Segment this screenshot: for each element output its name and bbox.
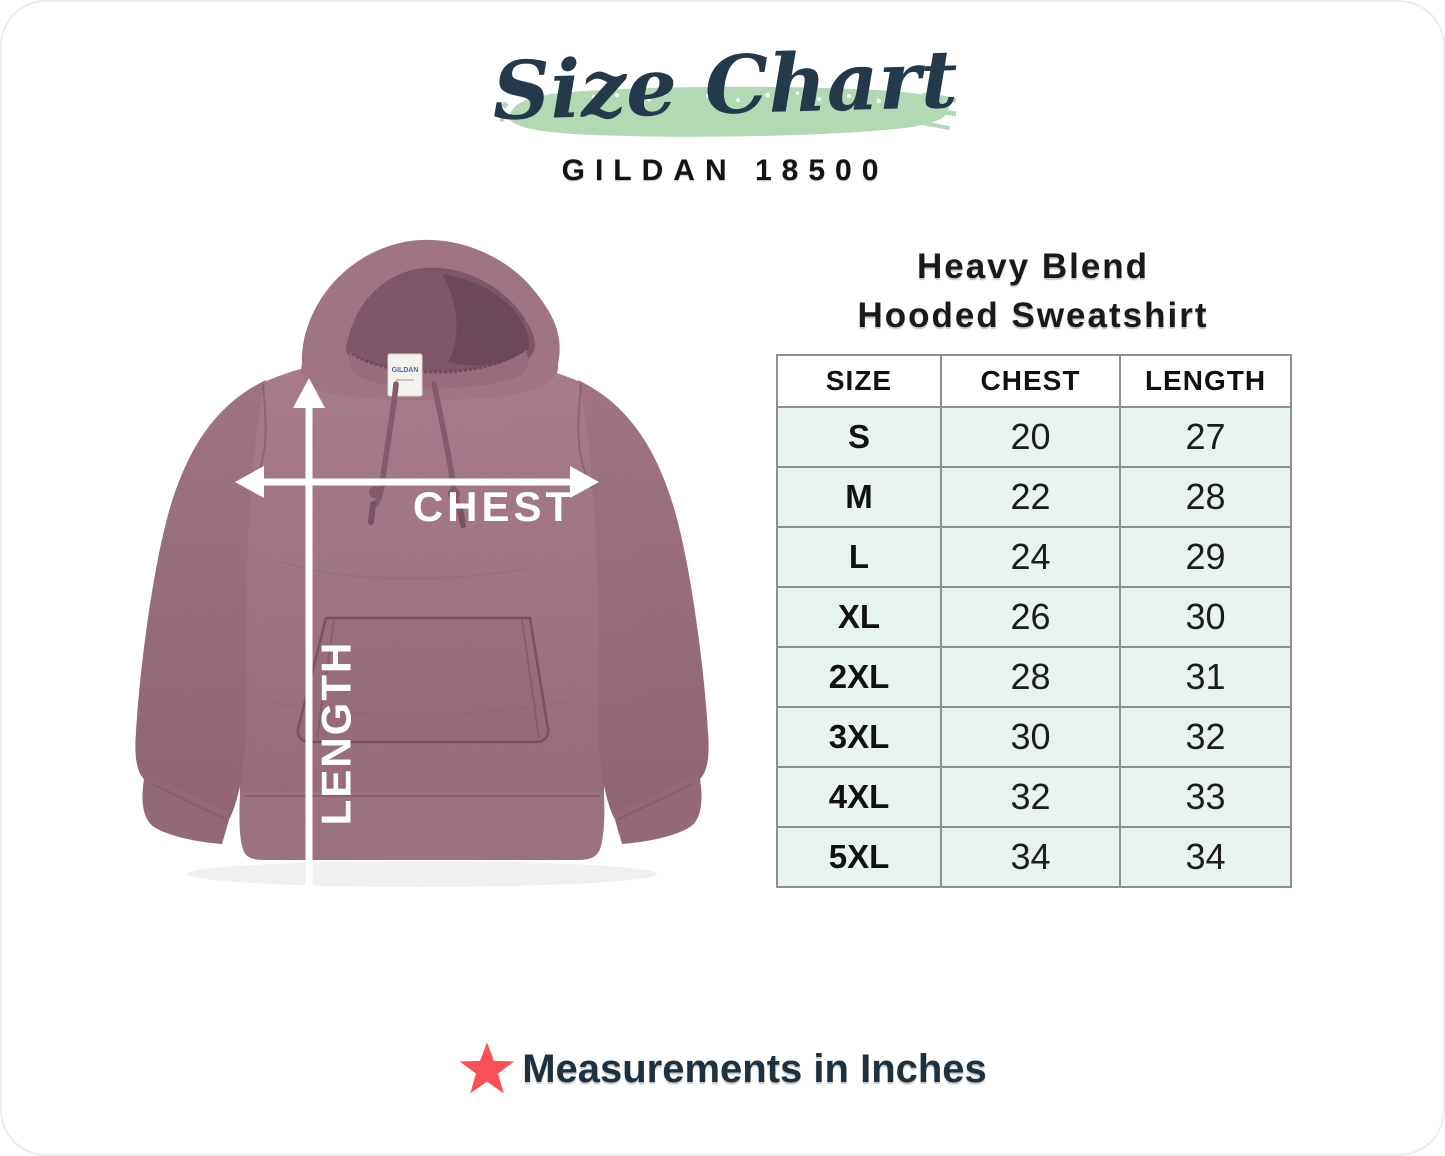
length-cell: 33 bbox=[1119, 766, 1292, 828]
chest-cell: 32 bbox=[940, 766, 1121, 828]
length-cell: 27 bbox=[1119, 406, 1292, 468]
column-header-size: SIZE bbox=[776, 354, 942, 408]
brush-stroke-graphic bbox=[500, 86, 956, 137]
table-row: 5XL 34 34 bbox=[776, 826, 1292, 888]
table-row: 3XL 30 32 bbox=[776, 706, 1292, 768]
ground-shadow bbox=[187, 861, 657, 887]
table-row: 4XL 32 33 bbox=[776, 766, 1292, 828]
size-table: SIZE CHEST LENGTH S 20 27 M 22 28 L 24 2… bbox=[776, 354, 1292, 888]
chest-cell: 34 bbox=[940, 826, 1121, 888]
chest-cell: 24 bbox=[940, 526, 1121, 588]
star-icon bbox=[459, 1042, 515, 1094]
footer-note: Measurements in Inches bbox=[522, 1046, 987, 1091]
size-cell: S bbox=[776, 406, 942, 468]
size-cell: M bbox=[776, 466, 942, 528]
chest-cell: 20 bbox=[940, 406, 1121, 468]
chest-cell: 30 bbox=[940, 706, 1121, 768]
page-title: Size Chart bbox=[491, 31, 959, 139]
size-cell: 3XL bbox=[776, 706, 942, 768]
table-row: L 24 29 bbox=[776, 526, 1292, 588]
table-row: 2XL 28 31 bbox=[776, 646, 1292, 708]
table-header-row: SIZE CHEST LENGTH bbox=[776, 354, 1292, 408]
column-header-length: LENGTH bbox=[1119, 354, 1292, 408]
table-row: M 22 28 bbox=[776, 466, 1292, 528]
product-title-line2: Hooded Sweatshirt bbox=[857, 296, 1209, 335]
chest-label: CHEST bbox=[413, 483, 575, 530]
footer-note-row: Measurements in Inches bbox=[2, 1034, 1443, 1104]
hoodie-illustration: GILDAN bbox=[135, 239, 709, 860]
length-cell: 28 bbox=[1119, 466, 1292, 528]
size-cell: 5XL bbox=[776, 826, 942, 888]
length-cell: 30 bbox=[1119, 586, 1292, 648]
length-cell: 31 bbox=[1119, 646, 1292, 708]
page-subtitle: GILDAN 18500 bbox=[561, 154, 889, 187]
length-cell: 32 bbox=[1119, 706, 1292, 768]
hoodie-figure: GILDAN bbox=[135, 239, 709, 942]
table-row: S 20 27 bbox=[776, 406, 1292, 468]
length-arrow bbox=[293, 378, 325, 942]
size-cell: 4XL bbox=[776, 766, 942, 828]
size-cell: XL bbox=[776, 586, 942, 648]
length-cell: 34 bbox=[1119, 826, 1292, 888]
table-row: XL 26 30 bbox=[776, 586, 1292, 648]
size-cell: L bbox=[776, 526, 942, 588]
chest-cell: 28 bbox=[940, 646, 1121, 708]
chest-cell: 26 bbox=[940, 586, 1121, 648]
product-title-line1: Heavy Blend bbox=[916, 247, 1150, 286]
size-cell: 2XL bbox=[776, 646, 942, 708]
length-cell: 29 bbox=[1119, 526, 1292, 588]
product-title: Heavy Blend Hooded Sweatshirt bbox=[746, 242, 1320, 340]
chest-cell: 22 bbox=[940, 466, 1121, 528]
column-header-chest: CHEST bbox=[940, 354, 1121, 408]
length-label: LENGTH bbox=[313, 641, 360, 826]
